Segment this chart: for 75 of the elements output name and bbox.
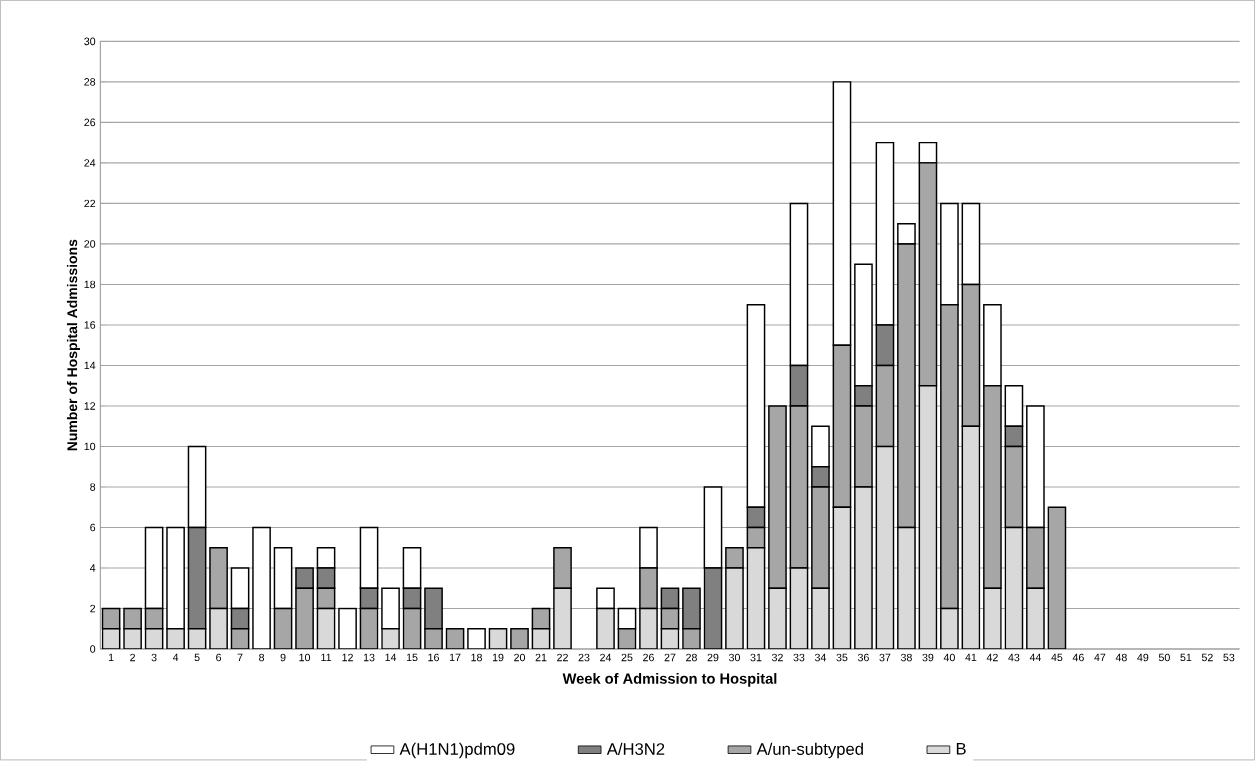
x-tick-label: 43 — [1008, 653, 1020, 662]
y-tick-label: 28 — [84, 78, 96, 86]
x-tick-label: 5 — [194, 653, 200, 662]
legend-label: A(H1N1)pdm09 — [399, 742, 515, 759]
x-tick-label: 47 — [1094, 653, 1106, 661]
x-tick-label: 32 — [771, 653, 783, 662]
x-tick-label: 12 — [342, 653, 353, 662]
y-tick-label: 26 — [84, 118, 96, 127]
x-tick-label: 17 — [449, 653, 461, 661]
x-tick-label: 51 — [1180, 653, 1192, 662]
x-tick-label: 20 — [514, 653, 526, 662]
x-tick-label: 16 — [428, 653, 439, 662]
x-tick-label: 35 — [836, 653, 848, 662]
x-tick-label: 21 — [535, 653, 547, 662]
y-tick-label: 4 — [89, 564, 96, 572]
x-tick-label: 30 — [728, 653, 740, 662]
x-tick-label: 36 — [857, 653, 869, 662]
x-tick-label: 8 — [259, 653, 265, 662]
y-tick-label: 10 — [84, 442, 96, 451]
x-tick-label: 15 — [406, 653, 418, 662]
x-tick-label: 40 — [943, 653, 955, 662]
x-tick-label: 2 — [130, 653, 136, 662]
y-tick-label: 18 — [84, 280, 96, 289]
x-tick-label: 13 — [363, 653, 375, 662]
x-tick-label: 24 — [600, 653, 612, 662]
x-tick-label: 33 — [793, 653, 805, 662]
x-tick-label: 18 — [471, 653, 482, 662]
x-tick-label: 49 — [1137, 653, 1149, 662]
x-tick-label: 52 — [1201, 653, 1213, 662]
x-tick-label: 4 — [172, 653, 179, 661]
x-tick-label: 53 — [1223, 653, 1235, 662]
y-tick-label: 16 — [84, 321, 96, 329]
x-tick-label: 38 — [900, 653, 912, 662]
x-tick-label: 29 — [707, 653, 719, 662]
y-tick-label: 2 — [90, 604, 96, 613]
y-tick-label: 0 — [90, 645, 96, 653]
x-tick-label: 19 — [492, 653, 504, 662]
x-tick-label: 22 — [557, 653, 568, 662]
x-axis-title: Week of Admission to Hospital — [562, 673, 777, 687]
x-tick-label: 50 — [1158, 653, 1170, 662]
y-tick-label: 8 — [90, 483, 96, 491]
legend-label: A/un-subtyped — [756, 742, 863, 759]
x-tick-label: 9 — [280, 653, 286, 662]
x-tick-label: 1 — [108, 653, 114, 661]
x-tick-label: 46 — [1072, 653, 1084, 662]
legend-label: A/H3N2 — [606, 742, 665, 755]
x-tick-label: 23 — [578, 653, 590, 662]
x-tick-label: 10 — [299, 653, 311, 662]
x-tick-label: 7 — [237, 653, 243, 661]
x-tick-label: 3 — [151, 653, 157, 662]
x-tick-label: 31 — [750, 653, 762, 662]
y-tick-label: 22 — [84, 199, 96, 208]
y-tick-label: 14 — [84, 361, 96, 370]
x-tick-label: 28 — [686, 653, 697, 662]
x-tick-label: 14 — [385, 653, 397, 661]
x-tick-label: 11 — [321, 653, 332, 661]
x-tick-label: 25 — [621, 653, 633, 662]
x-tick-label: 41 — [965, 653, 977, 661]
y-tick-label: 24 — [84, 159, 96, 167]
x-tick-label: 6 — [216, 653, 222, 662]
x-tick-label: 48 — [1115, 653, 1127, 662]
y-tick-label: 30 — [84, 37, 96, 46]
x-tick-label: 34 — [814, 653, 827, 662]
legend-label: B — [956, 742, 966, 755]
y-axis-title: Number of Hospital Admissions — [66, 239, 80, 451]
x-tick-label: 27 — [664, 653, 676, 662]
x-tick-label: 42 — [986, 653, 998, 662]
x-tick-label: 39 — [922, 653, 934, 662]
y-tick-label: 20 — [84, 240, 96, 248]
x-tick-label: 45 — [1051, 653, 1063, 662]
x-tick-label: 37 — [879, 653, 891, 662]
x-tick-label: 44 — [1029, 653, 1042, 661]
y-tick-label: 6 — [90, 523, 96, 532]
x-tick-label: 26 — [643, 653, 654, 662]
y-tick-label: 12 — [84, 402, 96, 410]
